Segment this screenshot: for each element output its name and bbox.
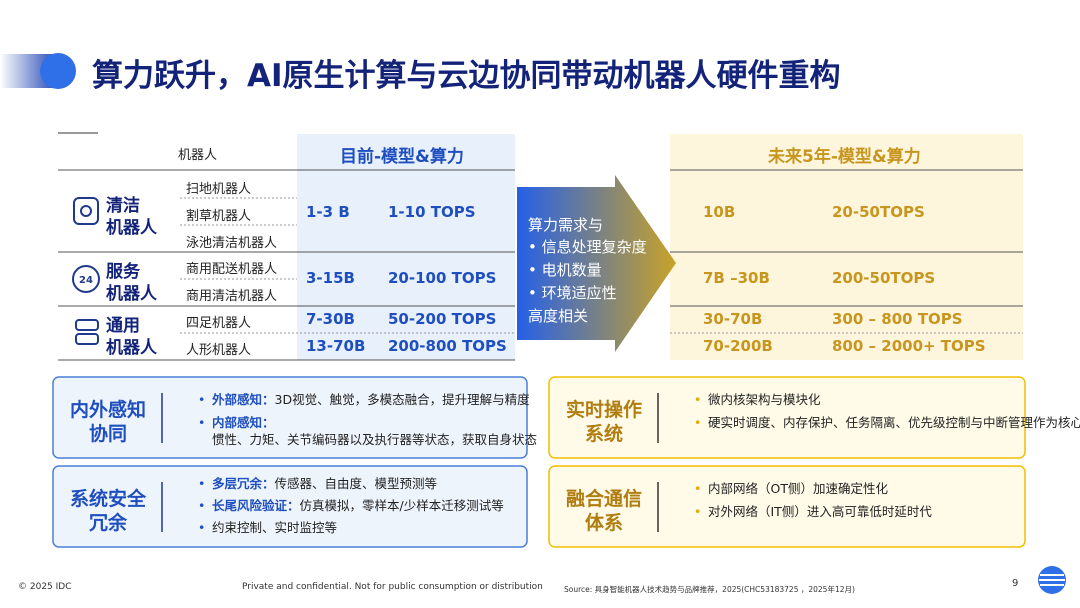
future-value: 70-200B bbox=[703, 336, 773, 355]
box-title: 系统安全 bbox=[69, 488, 147, 510]
icons: 24 bbox=[72, 197, 100, 345]
col-head: 目前-模型&算力 bbox=[340, 147, 464, 167]
current-value: 200-800 TOPS bbox=[388, 336, 507, 355]
bullet: • bbox=[694, 481, 702, 496]
current-value: 1-3 B bbox=[306, 202, 350, 221]
current-value: 20-100 TOPS bbox=[388, 269, 497, 287]
group-label: 通用 bbox=[106, 316, 140, 336]
current-value: 3-15B bbox=[306, 269, 355, 287]
box-item: • 长尾风险验证：仿真模拟，零样本/少样本迁移测试等 bbox=[198, 497, 542, 514]
box-item-lead: 多层冗余： bbox=[212, 476, 275, 491]
current-bg bbox=[297, 134, 515, 360]
box-item: • 对外网络（IT侧）进入高可靠低时延时代 bbox=[694, 503, 1038, 520]
robot-type: 商用清洁机器人 bbox=[186, 289, 278, 304]
arrow-bullet: • 电机数量 bbox=[528, 261, 602, 279]
future-bg bbox=[670, 134, 1023, 360]
box-item-text: 仿真模拟，零样本/少样本迁移测试等 bbox=[299, 498, 504, 513]
box-title: 系统 bbox=[584, 423, 624, 445]
copyright: © 2025 IDC bbox=[18, 582, 72, 592]
future-value: 300 – 800 TOPS bbox=[832, 309, 963, 328]
future-value: 7B –30B bbox=[703, 269, 770, 287]
bullet: • bbox=[198, 498, 206, 513]
arrow bbox=[517, 175, 676, 352]
box-item-text: 微内核架构与模块化 bbox=[708, 392, 821, 407]
bullet: • bbox=[694, 392, 702, 407]
group-label: 机器人 bbox=[106, 338, 157, 358]
future-value: 800 – 2000+ TOPS bbox=[832, 336, 986, 355]
box-item-text: 惯性、力矩、关节编码器以及执行器等状态，获取自身状态 bbox=[212, 432, 538, 447]
future-value: 10B bbox=[703, 202, 736, 221]
box-item: • 多层冗余：传感器、自由度、模型预测等 bbox=[198, 475, 542, 492]
box-title: 内外感知 bbox=[69, 399, 147, 421]
robot-type: 商用配送机器人 bbox=[186, 262, 278, 277]
box-item-text: 约束控制、实时监控等 bbox=[212, 520, 338, 535]
box-title: 融合通信 bbox=[565, 488, 643, 510]
page-number: 9 bbox=[1012, 578, 1019, 589]
box-item-text: 3D视觉、触觉，多模态融合，提升理解与精度 bbox=[274, 392, 530, 407]
col-head: 机器人 bbox=[178, 148, 218, 163]
bullet: • bbox=[694, 415, 702, 430]
box-item-lead: 外部感知： bbox=[212, 392, 275, 407]
robot-type: 割草机器人 bbox=[186, 209, 252, 224]
arrow-bullet: • 环境适应性 bbox=[528, 284, 617, 302]
future-value: 200-50TOPS bbox=[832, 269, 936, 287]
current-value: 50-200 TOPS bbox=[388, 309, 497, 328]
current-value: 1-10 TOPS bbox=[388, 202, 476, 221]
group-label: 机器人 bbox=[106, 217, 157, 238]
title-dot bbox=[40, 53, 76, 89]
box-frames bbox=[52, 376, 1026, 548]
box-item: • 微内核架构与模块化 bbox=[694, 391, 1038, 408]
box-item: • 硬实时调度、内存保护、任务隔离、优先级控制与中断管理作为核心，支撑嵌入式，分布… bbox=[694, 414, 1080, 431]
current-value: 7-30B bbox=[306, 309, 355, 328]
logo bbox=[1038, 566, 1066, 594]
svg-text:24: 24 bbox=[79, 275, 93, 286]
bullet: • bbox=[198, 476, 206, 491]
robot-type: 泳池清洁机器人 bbox=[186, 236, 278, 251]
table-lines bbox=[58, 169, 1023, 361]
notice: Private and confidential. Not for public… bbox=[242, 582, 543, 592]
box-item-text: 对外网络（IT侧）进入高可靠低时延时代 bbox=[708, 504, 932, 519]
source: Source: 具身智能机器人技术趋势与品牌推荐，2025(CHC5318372… bbox=[564, 585, 855, 594]
bullet: • bbox=[198, 520, 206, 535]
box-item-text: 传感器、自由度、模型预测等 bbox=[274, 476, 438, 491]
future-value: 20-50TOPS bbox=[832, 202, 925, 221]
bullet: • bbox=[694, 504, 702, 519]
box-item-lead: 内部感知： bbox=[212, 415, 275, 430]
arrow-bullet: • 信息处理复杂度 bbox=[528, 238, 647, 256]
arrow-text: 算力需求与 bbox=[528, 216, 604, 234]
bullet: • bbox=[198, 415, 206, 430]
robot-type: 人形机器人 bbox=[186, 343, 252, 358]
row-lines bbox=[180, 197, 1023, 334]
current-value: 13-70B bbox=[306, 336, 366, 355]
box-item: • 内部网络（OT侧）加速确定性化 bbox=[694, 480, 1038, 497]
box-item: • 约束控制、实时监控等 bbox=[198, 519, 542, 536]
robot-type: 四足机器人 bbox=[186, 316, 252, 331]
bullet: • bbox=[198, 392, 206, 407]
box-item: • 外部感知：3D视觉、触觉，多模态融合，提升理解与精度 bbox=[198, 391, 542, 408]
box-title: 实时操作 bbox=[565, 399, 643, 421]
box-item-lead: 长尾风险验证： bbox=[212, 498, 300, 513]
box-item-text: 内部网络（OT侧）加速确定性化 bbox=[708, 481, 888, 496]
group-label: 清洁 bbox=[106, 195, 140, 216]
title: 算力跃升，AI原生计算与云边协同带动机器人硬件重构 bbox=[92, 58, 841, 94]
box-title: 协同 bbox=[88, 423, 128, 445]
robot-type: 扫地机器人 bbox=[186, 182, 252, 197]
box-title: 冗余 bbox=[88, 512, 128, 534]
arrow-text: 高度相关 bbox=[528, 307, 589, 325]
future-value: 30-70B bbox=[703, 309, 763, 328]
col-head: 未来5年-模型&算力 bbox=[768, 147, 921, 167]
group-label: 机器人 bbox=[106, 284, 157, 304]
box-item: • 内部感知： 惯性、力矩、关节编码器以及执行器等状态，获取自身状态 bbox=[198, 414, 542, 448]
box-item-text: 硬实时调度、内存保护、任务隔离、优先级控制与中断管理作为核心，支撑嵌入式，分布式… bbox=[708, 415, 1080, 430]
group-label: 服务 bbox=[106, 262, 140, 282]
box-title: 体系 bbox=[584, 512, 624, 534]
